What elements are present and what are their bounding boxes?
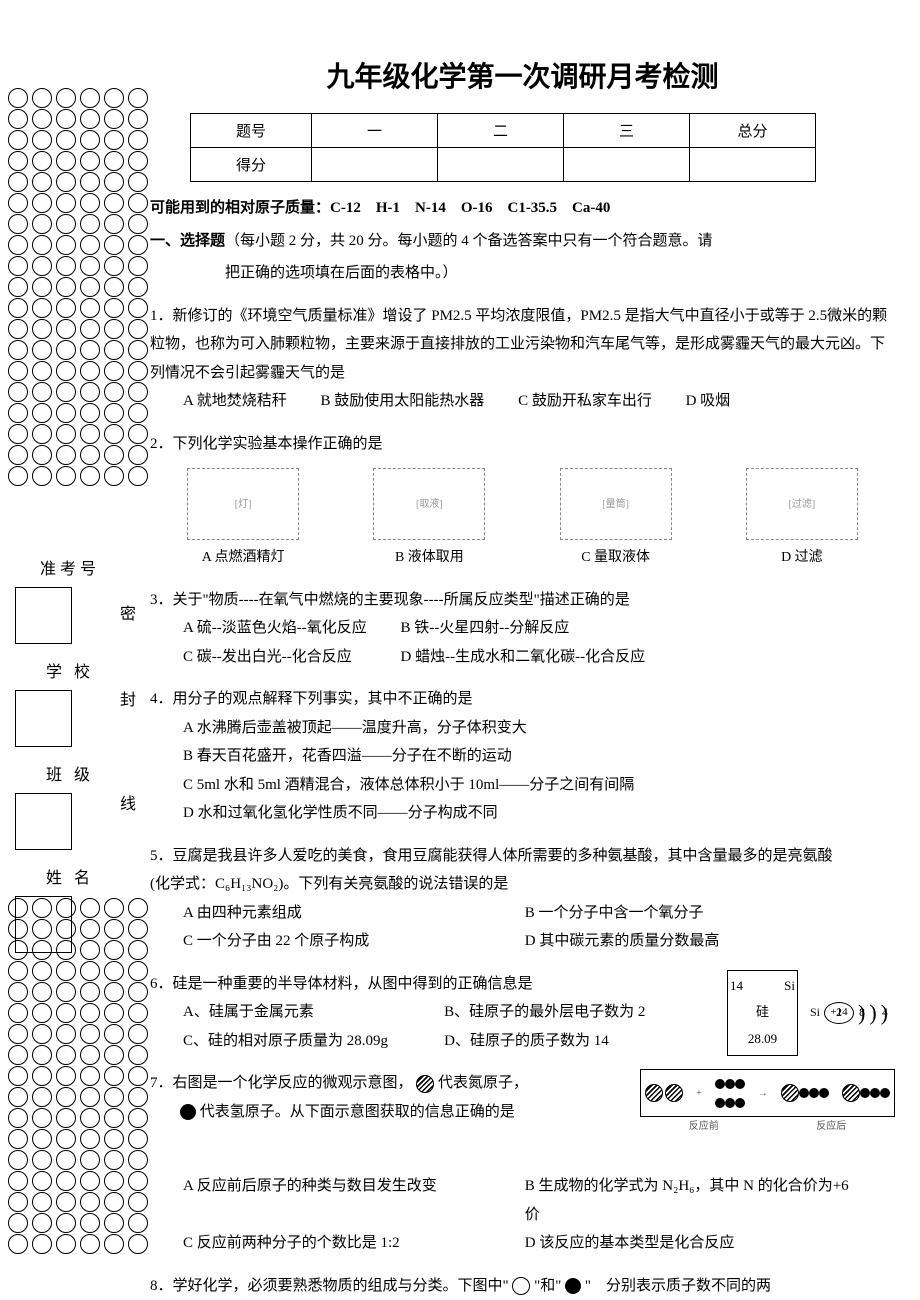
- q3-opt-c: C 碳--发出白光--化合反应: [183, 649, 352, 665]
- question-2: 2．下列化学实验基本操作正确的是 [灯] A 点燃酒精灯 [取液] B 液体取用 […: [150, 430, 895, 572]
- exam-title: 九年级化学第一次调研月考检测: [150, 55, 895, 95]
- hollow-atom-icon: [512, 1277, 530, 1295]
- hydrogen-atom-icon: [180, 1104, 196, 1120]
- q1-text: 1．新修订的《环境空气质量标准》增设了 PM2.5 平均浓度限值，PM2.5 是…: [150, 302, 895, 388]
- q5-opt-d: D 其中碳元素的质量分数最高: [525, 927, 867, 956]
- q3-opt-a: A 硫--淡蓝色火焰--氧化反应: [183, 620, 367, 636]
- q2-fig-a: A 点燃酒精灯: [202, 550, 285, 565]
- q6-opt-d: D、硅原子的质子数为 14: [444, 1027, 705, 1056]
- filtration-setup-icon: [过滤]: [746, 468, 858, 540]
- question-4: 4．用分子的观点解释下列事实，其中不正确的是 A 水沸腾后壶盖被顶起——温度升高…: [150, 685, 895, 828]
- nitrogen-atom-icon: [416, 1075, 434, 1093]
- q3-opt-d: D 蜡烛--生成水和二氧化碳--化合反应: [401, 649, 646, 665]
- q2-fig-d: D 过滤: [781, 550, 823, 565]
- q7-text2: 代表氮原子，: [438, 1075, 528, 1091]
- q5-text1: 5．豆腐是我县许多人爱吃的美食，食用豆腐能获得人体所需要的多种氨基酸，其中含量最…: [150, 842, 895, 871]
- score-blank-3[interactable]: [564, 148, 690, 182]
- score-blank-2[interactable]: [438, 148, 564, 182]
- q4-opt-d: D 水和过氧化氢化学性质不同——分子构成不同: [183, 799, 895, 828]
- hand-lighting-lamp-icon: [灯]: [187, 468, 299, 540]
- question-7: + → 反应前反应后 7．右图是一个化学反应的微观示意图， 代表氮原子， 代表氢…: [150, 1069, 895, 1258]
- seal-mi: 密: [120, 600, 136, 624]
- exam-content: 九年级化学第一次调研月考检测 题号 一 二 三 总分 得分 可能用到的相对原子质…: [150, 55, 895, 1300]
- q1-opt-a: A 就地焚烧秸秆: [183, 393, 287, 409]
- q7-opt-d: D 该反应的基本类型是化合反应: [525, 1229, 867, 1258]
- class-box[interactable]: [15, 793, 72, 850]
- score-col-2: 二: [438, 114, 564, 148]
- q5-opt-c: C 一个分子由 22 个原子构成: [183, 927, 525, 956]
- question-6: 14Si 硅 28.09 Si +14 ))) 2 8 4 6．硅是一种重要的半…: [150, 970, 895, 1056]
- atomic-masses: 可能用到的相对原子质量：C-12 H-1 N-14 O-16 C1-35.5 C…: [150, 194, 895, 223]
- seal-xian: 线: [120, 790, 136, 814]
- q4-opt-c: C 5ml 水和 5ml 酒精混合，液体总体积小于 10ml——分子之间有间隔: [183, 771, 895, 800]
- q7-opt-a: A 反应前后原子的种类与数目发生改变: [183, 1172, 525, 1229]
- silicon-atom-structure: Si +14 ))) 2 8 4: [810, 1001, 895, 1024]
- q4-text: 4．用分子的观点解释下列事实，其中不正确的是: [150, 685, 895, 714]
- section1-desc2: 把正确的选项填在后面的表格中。）: [150, 259, 895, 288]
- q2-fig-c: C 量取液体: [581, 550, 650, 565]
- bubble-sheet-top: for(let i=0;i<19;i++){document.write('<d…: [8, 88, 138, 487]
- school-box[interactable]: [15, 690, 72, 747]
- class-label: 班 级: [15, 761, 125, 785]
- score-col-total: 总分: [690, 114, 816, 148]
- seal-feng: 封: [120, 686, 136, 710]
- reaction-diagram: + → 反应前反应后: [640, 1069, 895, 1154]
- q1-opt-d: D 吸烟: [686, 393, 731, 409]
- question-5: 5．豆腐是我县许多人爱吃的美食，食用豆腐能获得人体所需要的多种氨基酸，其中含量最…: [150, 842, 895, 956]
- q7-opt-c: C 反应前两种分子的个数比是 1:2: [183, 1229, 525, 1258]
- score-blank-1[interactable]: [312, 148, 438, 182]
- q7-opt-b: B 生成物的化学式为 N₂H₆，其中 N 的化合价为+6 价: [525, 1172, 867, 1229]
- section1-desc1: （每小题 2 分，共 20 分。每小题的 4 个备选答案中只有一个符合题意。请: [225, 233, 713, 249]
- school-label: 学 校: [15, 658, 125, 682]
- question-1: 1．新修订的《环境空气质量标准》增设了 PM2.5 平均浓度限值，PM2.5 是…: [150, 302, 895, 416]
- q2-fig-b: B 液体取用: [395, 550, 464, 565]
- q3-text: 3．关于"物质----在氧气中燃烧的主要现象----所属反应类型"描述正确的是: [150, 586, 895, 615]
- q5-opt-b: B 一个分子中含一个氧分子: [525, 899, 867, 928]
- score-col-1: 一: [312, 114, 438, 148]
- score-col-3: 三: [564, 114, 690, 148]
- q3-opt-b: B 铁--火星四射--分解反应: [401, 620, 570, 636]
- score-row-label: 得分: [191, 148, 312, 182]
- bubble-sheet-bottom: for(let i=0;i<17;i++){document.write('<d…: [8, 898, 138, 1255]
- q8-text1: 8．学好化学，必须要熟悉物质的组成与分类。下图中": [150, 1278, 509, 1294]
- q6-opt-c: C、硅的相对原子质量为 28.09g: [183, 1027, 444, 1056]
- question-3: 3．关于"物质----在氧气中燃烧的主要现象----所属反应类型"描述正确的是 …: [150, 586, 895, 672]
- q1-opt-b: B 鼓励使用太阳能热水器: [321, 393, 485, 409]
- q6-opt-a: A、硅属于金属元素: [183, 998, 444, 1027]
- score-blank-total[interactable]: [690, 148, 816, 182]
- graduated-cylinder-icon: [量筒]: [560, 468, 672, 540]
- q8-text2: "和": [534, 1278, 561, 1294]
- exam-no-box[interactable]: [15, 587, 72, 644]
- section1-heading: 一、选择题: [150, 233, 225, 249]
- q5-opt-a: A 由四种元素组成: [183, 899, 525, 928]
- q8-text3: " 分别表示质子数不同的两: [585, 1278, 771, 1294]
- q2-figures: [灯] A 点燃酒精灯 [取液] B 液体取用 [量筒] C 量取液体 [过滤] D 过…: [150, 468, 895, 572]
- silicon-element-card: 14Si 硅 28.09: [727, 970, 798, 1056]
- q7-text1: 7．右图是一个化学反应的微观示意图，: [150, 1075, 413, 1091]
- q2-text: 2．下列化学实验基本操作正确的是: [150, 430, 895, 459]
- solid-atom-icon: [565, 1278, 581, 1294]
- q6-opt-b: B、硅原子的最外层电子数为 2: [444, 998, 705, 1027]
- question-8: 8．学好化学，必须要熟悉物质的组成与分类。下图中" "和" " 分别表示质子数不…: [150, 1272, 895, 1300]
- name-label: 姓 名: [15, 864, 125, 888]
- score-table: 题号 一 二 三 总分 得分: [190, 113, 816, 182]
- q4-opt-b: B 春天百花盛开，花香四溢——分子在不断的运动: [183, 742, 895, 771]
- pouring-liquid-icon: [取液]: [373, 468, 485, 540]
- q5-text2: (化学式：C₆H₁₃NO₂)。下列有关亮氨酸的说法错误的是: [150, 870, 895, 899]
- q4-opt-a: A 水沸腾后壶盖被顶起——温度升高，分子体积变大: [183, 714, 895, 743]
- score-header-label: 题号: [191, 114, 312, 148]
- silicon-diagram: 14Si 硅 28.09 Si +14 ))) 2 8 4: [727, 970, 895, 1056]
- q7-text3: 代表氢原子。从下面示意图获取的信息正确的是: [200, 1104, 515, 1120]
- exam-no-label: 准考号: [15, 555, 125, 579]
- q1-opt-c: C 鼓励开私家车出行: [518, 393, 652, 409]
